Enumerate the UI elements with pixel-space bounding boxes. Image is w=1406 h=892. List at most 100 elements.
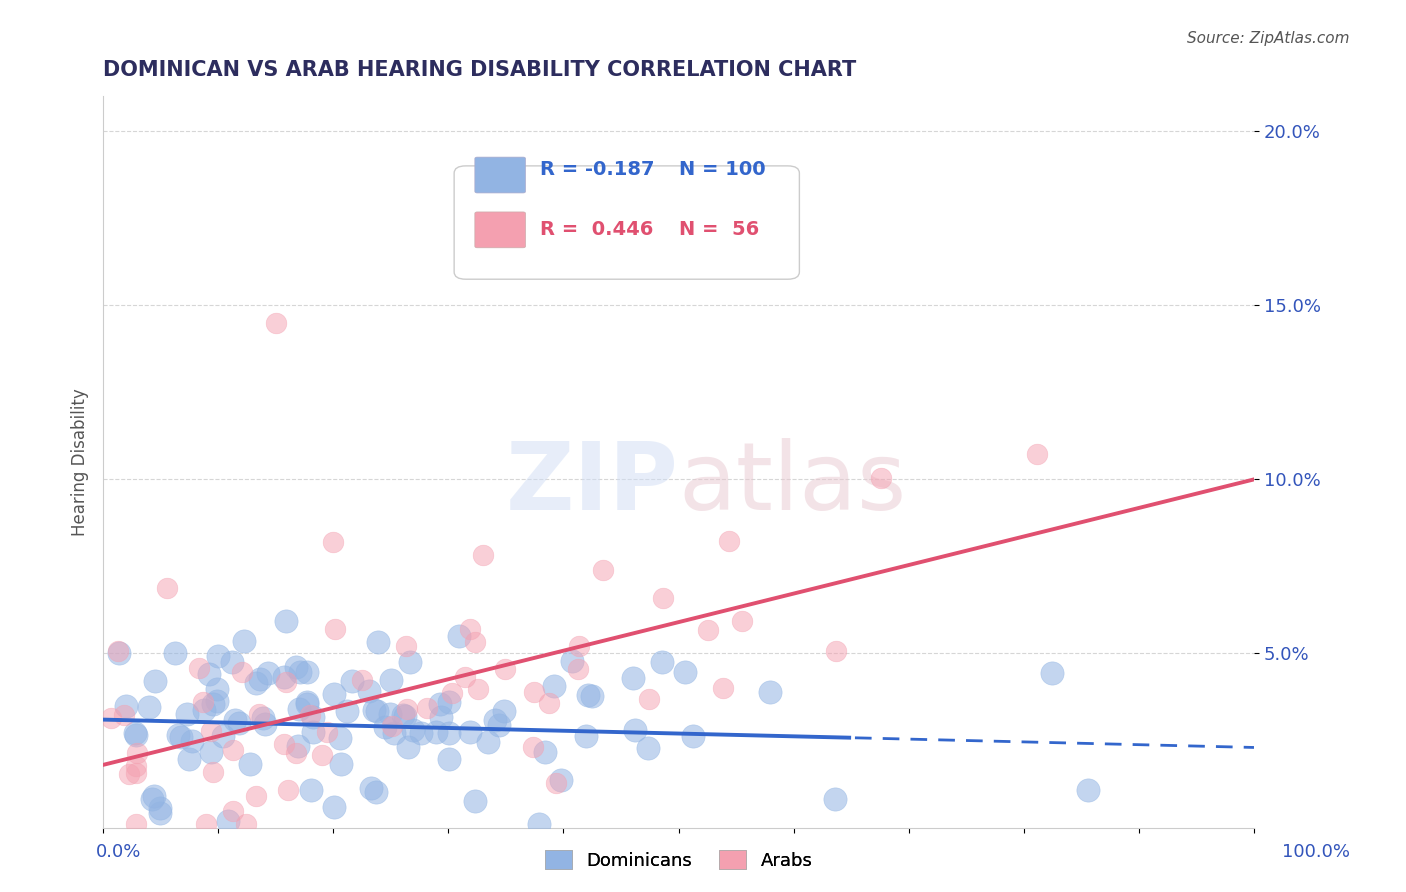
Point (274, 675, 297, 690)
Point (273, 737, 295, 751)
Point (350, 673, 373, 688)
Point (221, 656, 243, 670)
Point (233, 633, 256, 648)
Text: N =  56: N = 56 (679, 220, 759, 239)
Point (163, 646, 186, 660)
Legend: Dominicans, Arabs: Dominicans, Arabs (537, 843, 820, 877)
Point (731, 615, 754, 629)
Point (284, 746, 307, 760)
FancyBboxPatch shape (454, 166, 800, 279)
Point (315, 725, 337, 739)
Point (222, 804, 245, 818)
Point (682, 729, 704, 743)
Point (311, 748, 333, 763)
Point (235, 817, 257, 831)
Point (245, 789, 267, 804)
Point (302, 710, 325, 724)
Point (392, 708, 415, 723)
Point (575, 729, 598, 743)
Point (1077, 782, 1099, 797)
Point (492, 704, 515, 718)
Point (592, 563, 614, 577)
Point (567, 662, 589, 676)
Point (181, 734, 204, 748)
Point (437, 726, 460, 740)
Point (399, 655, 422, 669)
Point (336, 705, 359, 719)
Point (125, 817, 148, 831)
Point (124, 728, 146, 742)
Point (467, 681, 489, 696)
Point (623, 723, 645, 737)
Point (200, 724, 222, 739)
Point (224, 713, 246, 727)
Point (156, 581, 179, 595)
Point (125, 765, 148, 780)
Text: atlas: atlas (679, 438, 907, 530)
Text: N = 100: N = 100 (679, 160, 765, 179)
Point (273, 670, 295, 684)
Point (323, 622, 346, 636)
Point (222, 742, 245, 756)
Point (191, 695, 214, 709)
Point (249, 672, 271, 686)
Point (472, 548, 495, 562)
Point (228, 716, 250, 731)
Point (124, 725, 146, 739)
Point (329, 731, 352, 745)
Point (454, 670, 477, 684)
Point (176, 707, 198, 722)
Point (322, 535, 344, 549)
Point (578, 688, 600, 702)
Point (394, 709, 416, 723)
Point (252, 711, 274, 725)
Point (142, 789, 165, 804)
Point (145, 674, 167, 689)
Point (411, 726, 433, 740)
Point (188, 661, 211, 675)
Point (141, 792, 163, 806)
Point (107, 644, 129, 658)
Point (395, 702, 418, 716)
Point (437, 752, 460, 766)
Point (112, 707, 135, 722)
Point (195, 817, 218, 831)
Point (299, 708, 322, 723)
Point (118, 767, 141, 781)
Point (711, 681, 734, 695)
Point (384, 726, 406, 740)
Point (247, 706, 270, 721)
Point (374, 720, 396, 734)
Point (543, 679, 565, 693)
Point (522, 739, 544, 754)
Point (488, 718, 510, 732)
Point (149, 806, 172, 821)
Point (322, 686, 344, 700)
Text: ZIP: ZIP (506, 438, 679, 530)
Point (581, 689, 603, 703)
Point (297, 695, 319, 709)
Point (366, 704, 388, 718)
Point (202, 697, 225, 711)
Point (464, 635, 486, 649)
Point (245, 676, 267, 690)
Point (651, 655, 673, 669)
Point (148, 800, 170, 814)
Point (288, 702, 311, 716)
Point (330, 756, 353, 771)
Point (276, 614, 298, 628)
Point (299, 783, 322, 797)
Point (638, 692, 661, 706)
Point (870, 470, 893, 484)
Point (367, 635, 389, 649)
Point (285, 659, 308, 673)
Point (458, 724, 481, 739)
Point (673, 665, 696, 680)
Point (357, 684, 380, 698)
Point (177, 752, 200, 766)
Point (138, 700, 160, 714)
Point (364, 785, 387, 799)
Point (1025, 447, 1047, 461)
Point (527, 817, 550, 831)
Text: DOMINICAN VS ARAB HEARING DISABILITY CORRELATION CHART: DOMINICAN VS ARAB HEARING DISABILITY COR… (103, 60, 856, 79)
